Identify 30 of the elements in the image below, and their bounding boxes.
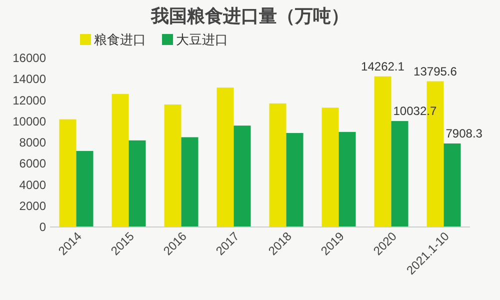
bar	[322, 108, 339, 227]
bar	[444, 143, 461, 227]
y-tick-label: 14000	[12, 72, 46, 86]
data-label: 7908.3	[446, 126, 483, 140]
y-tick-label: 10000	[12, 114, 46, 128]
bar	[59, 119, 76, 227]
y-tick-label: 4000	[19, 178, 46, 192]
bar	[269, 103, 286, 227]
y-tick-label: 8000	[19, 136, 46, 150]
y-tick-label: 16000	[12, 51, 46, 65]
y-tick-label: 6000	[19, 156, 46, 171]
bar	[216, 88, 234, 227]
bar	[286, 132, 304, 227]
bar	[338, 132, 356, 227]
bar	[112, 94, 129, 227]
y-tick-label: 0	[39, 220, 46, 234]
chart-title: 我国粮食进口量（万吨）	[150, 6, 349, 26]
legend-label: 粮食进口	[94, 32, 146, 47]
bar	[234, 126, 251, 227]
legend-label: 大豆进口	[176, 32, 228, 47]
bar	[181, 137, 198, 227]
bar	[374, 76, 392, 227]
y-tick-label: 2000	[19, 198, 46, 213]
bar	[128, 140, 146, 227]
y-tick-label: 12000	[12, 93, 46, 108]
data-label: 13795.6	[414, 64, 458, 78]
bar	[391, 121, 408, 227]
bar	[164, 104, 182, 227]
bar	[76, 150, 94, 227]
data-label: 14262.1	[361, 59, 405, 74]
